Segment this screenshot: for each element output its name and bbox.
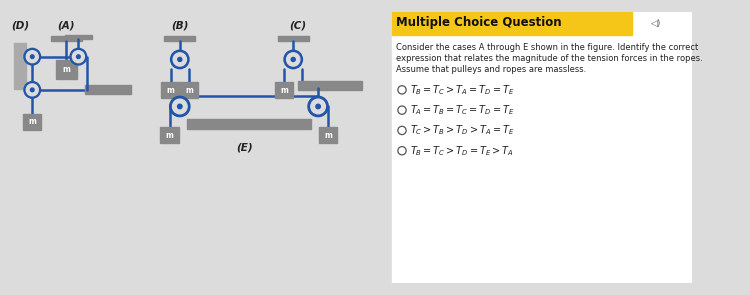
Bar	[56, 60, 76, 79]
Bar	[274, 83, 293, 98]
Text: (B): (B)	[171, 20, 188, 30]
Circle shape	[316, 104, 320, 109]
Text: m: m	[185, 86, 193, 95]
Text: Consider the cases A through E shown in the figure. Identify the correct: Consider the cases A through E shown in …	[397, 43, 699, 52]
Bar	[85, 85, 131, 94]
Circle shape	[24, 82, 40, 98]
Circle shape	[170, 96, 190, 117]
Circle shape	[398, 106, 406, 114]
Text: (A): (A)	[58, 20, 75, 30]
Text: ◁): ◁)	[651, 19, 662, 28]
Text: (E): (E)	[236, 142, 253, 152]
Text: m: m	[62, 65, 70, 74]
Bar	[164, 36, 196, 41]
Text: expression that relates the magnitude of the tension forces in the ropes.: expression that relates the magnitude of…	[397, 54, 704, 63]
Bar	[298, 81, 362, 90]
Circle shape	[31, 88, 34, 92]
Bar	[278, 36, 309, 41]
Text: m: m	[28, 117, 36, 126]
Circle shape	[178, 104, 182, 109]
Circle shape	[26, 84, 38, 96]
Text: (C): (C)	[290, 20, 307, 30]
Bar	[392, 12, 692, 283]
Circle shape	[31, 55, 34, 58]
Text: $T_B = T_C > T_A = T_D = T_E$: $T_B = T_C > T_A = T_D = T_E$	[410, 83, 515, 97]
Text: m: m	[280, 86, 288, 95]
Bar	[23, 114, 41, 130]
Circle shape	[178, 58, 182, 61]
Bar	[161, 83, 180, 98]
Bar	[160, 127, 178, 143]
Bar	[180, 83, 198, 98]
Text: m: m	[166, 86, 175, 95]
Bar	[51, 36, 82, 41]
Circle shape	[26, 51, 38, 63]
Text: m: m	[166, 131, 173, 140]
Text: $T_A = T_B = T_C = T_D = T_E$: $T_A = T_B = T_C = T_D = T_E$	[410, 103, 515, 117]
Circle shape	[70, 48, 87, 65]
Circle shape	[308, 96, 328, 117]
Circle shape	[398, 147, 406, 155]
Circle shape	[76, 55, 80, 58]
Bar	[13, 43, 26, 89]
Circle shape	[398, 126, 406, 135]
Bar	[392, 12, 632, 35]
Circle shape	[172, 99, 187, 114]
Text: (D): (D)	[11, 20, 29, 30]
Circle shape	[284, 50, 302, 69]
Bar	[188, 119, 310, 129]
Circle shape	[170, 50, 189, 69]
Circle shape	[286, 53, 300, 66]
Bar	[646, 12, 668, 36]
Text: $T_C > T_B > T_D > T_A = T_E$: $T_C > T_B > T_D > T_A = T_E$	[410, 124, 515, 137]
Circle shape	[310, 99, 326, 114]
Circle shape	[73, 51, 84, 63]
Circle shape	[291, 58, 296, 61]
Circle shape	[173, 53, 187, 66]
Text: Multiple Choice Question: Multiple Choice Question	[397, 16, 562, 29]
Bar	[64, 35, 92, 39]
Text: Assume that pulleys and ropes are massless.: Assume that pulleys and ropes are massle…	[397, 65, 586, 74]
Circle shape	[398, 86, 406, 94]
Text: m: m	[324, 131, 332, 140]
Text: $T_B = T_C > T_D = T_E > T_A$: $T_B = T_C > T_D = T_E > T_A$	[410, 144, 515, 158]
Bar	[319, 127, 338, 143]
Circle shape	[24, 48, 40, 65]
